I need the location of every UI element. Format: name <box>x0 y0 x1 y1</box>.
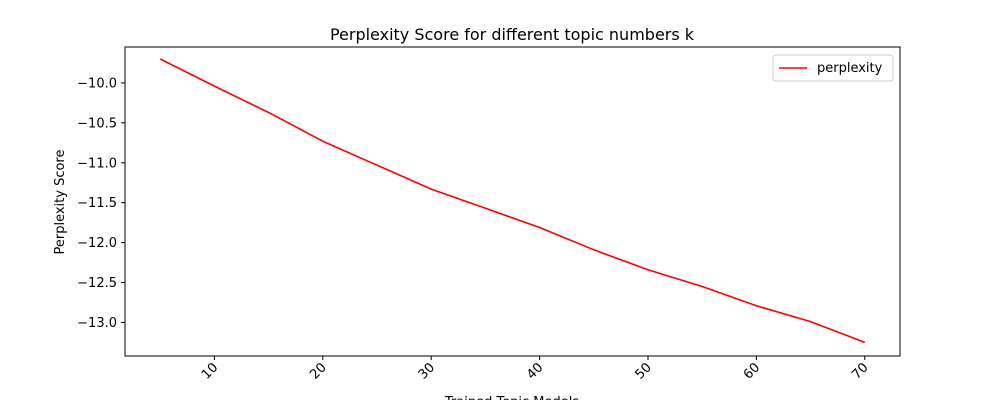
y-tick-label: −12.0 <box>77 236 117 251</box>
y-tick-label: −12.5 <box>77 276 117 291</box>
data-point <box>755 305 757 307</box>
data-point <box>268 111 270 113</box>
data-point <box>484 207 486 209</box>
data-point <box>701 286 703 288</box>
perplexity-series-line <box>159 58 866 344</box>
data-point <box>810 321 812 323</box>
y-tick-label: −13.0 <box>77 316 117 331</box>
data-point <box>213 85 215 87</box>
y-tick-label: −11.5 <box>77 196 117 211</box>
data-point <box>864 341 866 343</box>
chart-title: Perplexity Score for different topic num… <box>330 25 695 44</box>
data-point <box>430 188 432 190</box>
data-point <box>647 269 649 271</box>
legend: perplexity <box>772 54 894 82</box>
data-point <box>539 226 541 228</box>
data-point <box>593 249 595 251</box>
legend-box <box>772 54 894 82</box>
y-tick-label: −11.0 <box>77 156 117 171</box>
y-axis-label: Perplexity Score <box>53 150 68 255</box>
data-point <box>159 58 161 60</box>
plot-area-frame <box>124 46 901 357</box>
y-axis-ticks: −10.0 −10.5 −11.0 −11.5 −12.0 −12.5 −13.0 <box>77 76 125 331</box>
y-tick-label: −10.0 <box>77 76 117 91</box>
x-axis-label: Trained Topic Models <box>444 395 579 400</box>
data-point <box>322 140 324 142</box>
legend-label-perplexity: perplexity <box>817 61 883 76</box>
data-point <box>376 164 378 166</box>
y-tick-label: −10.5 <box>77 116 117 131</box>
